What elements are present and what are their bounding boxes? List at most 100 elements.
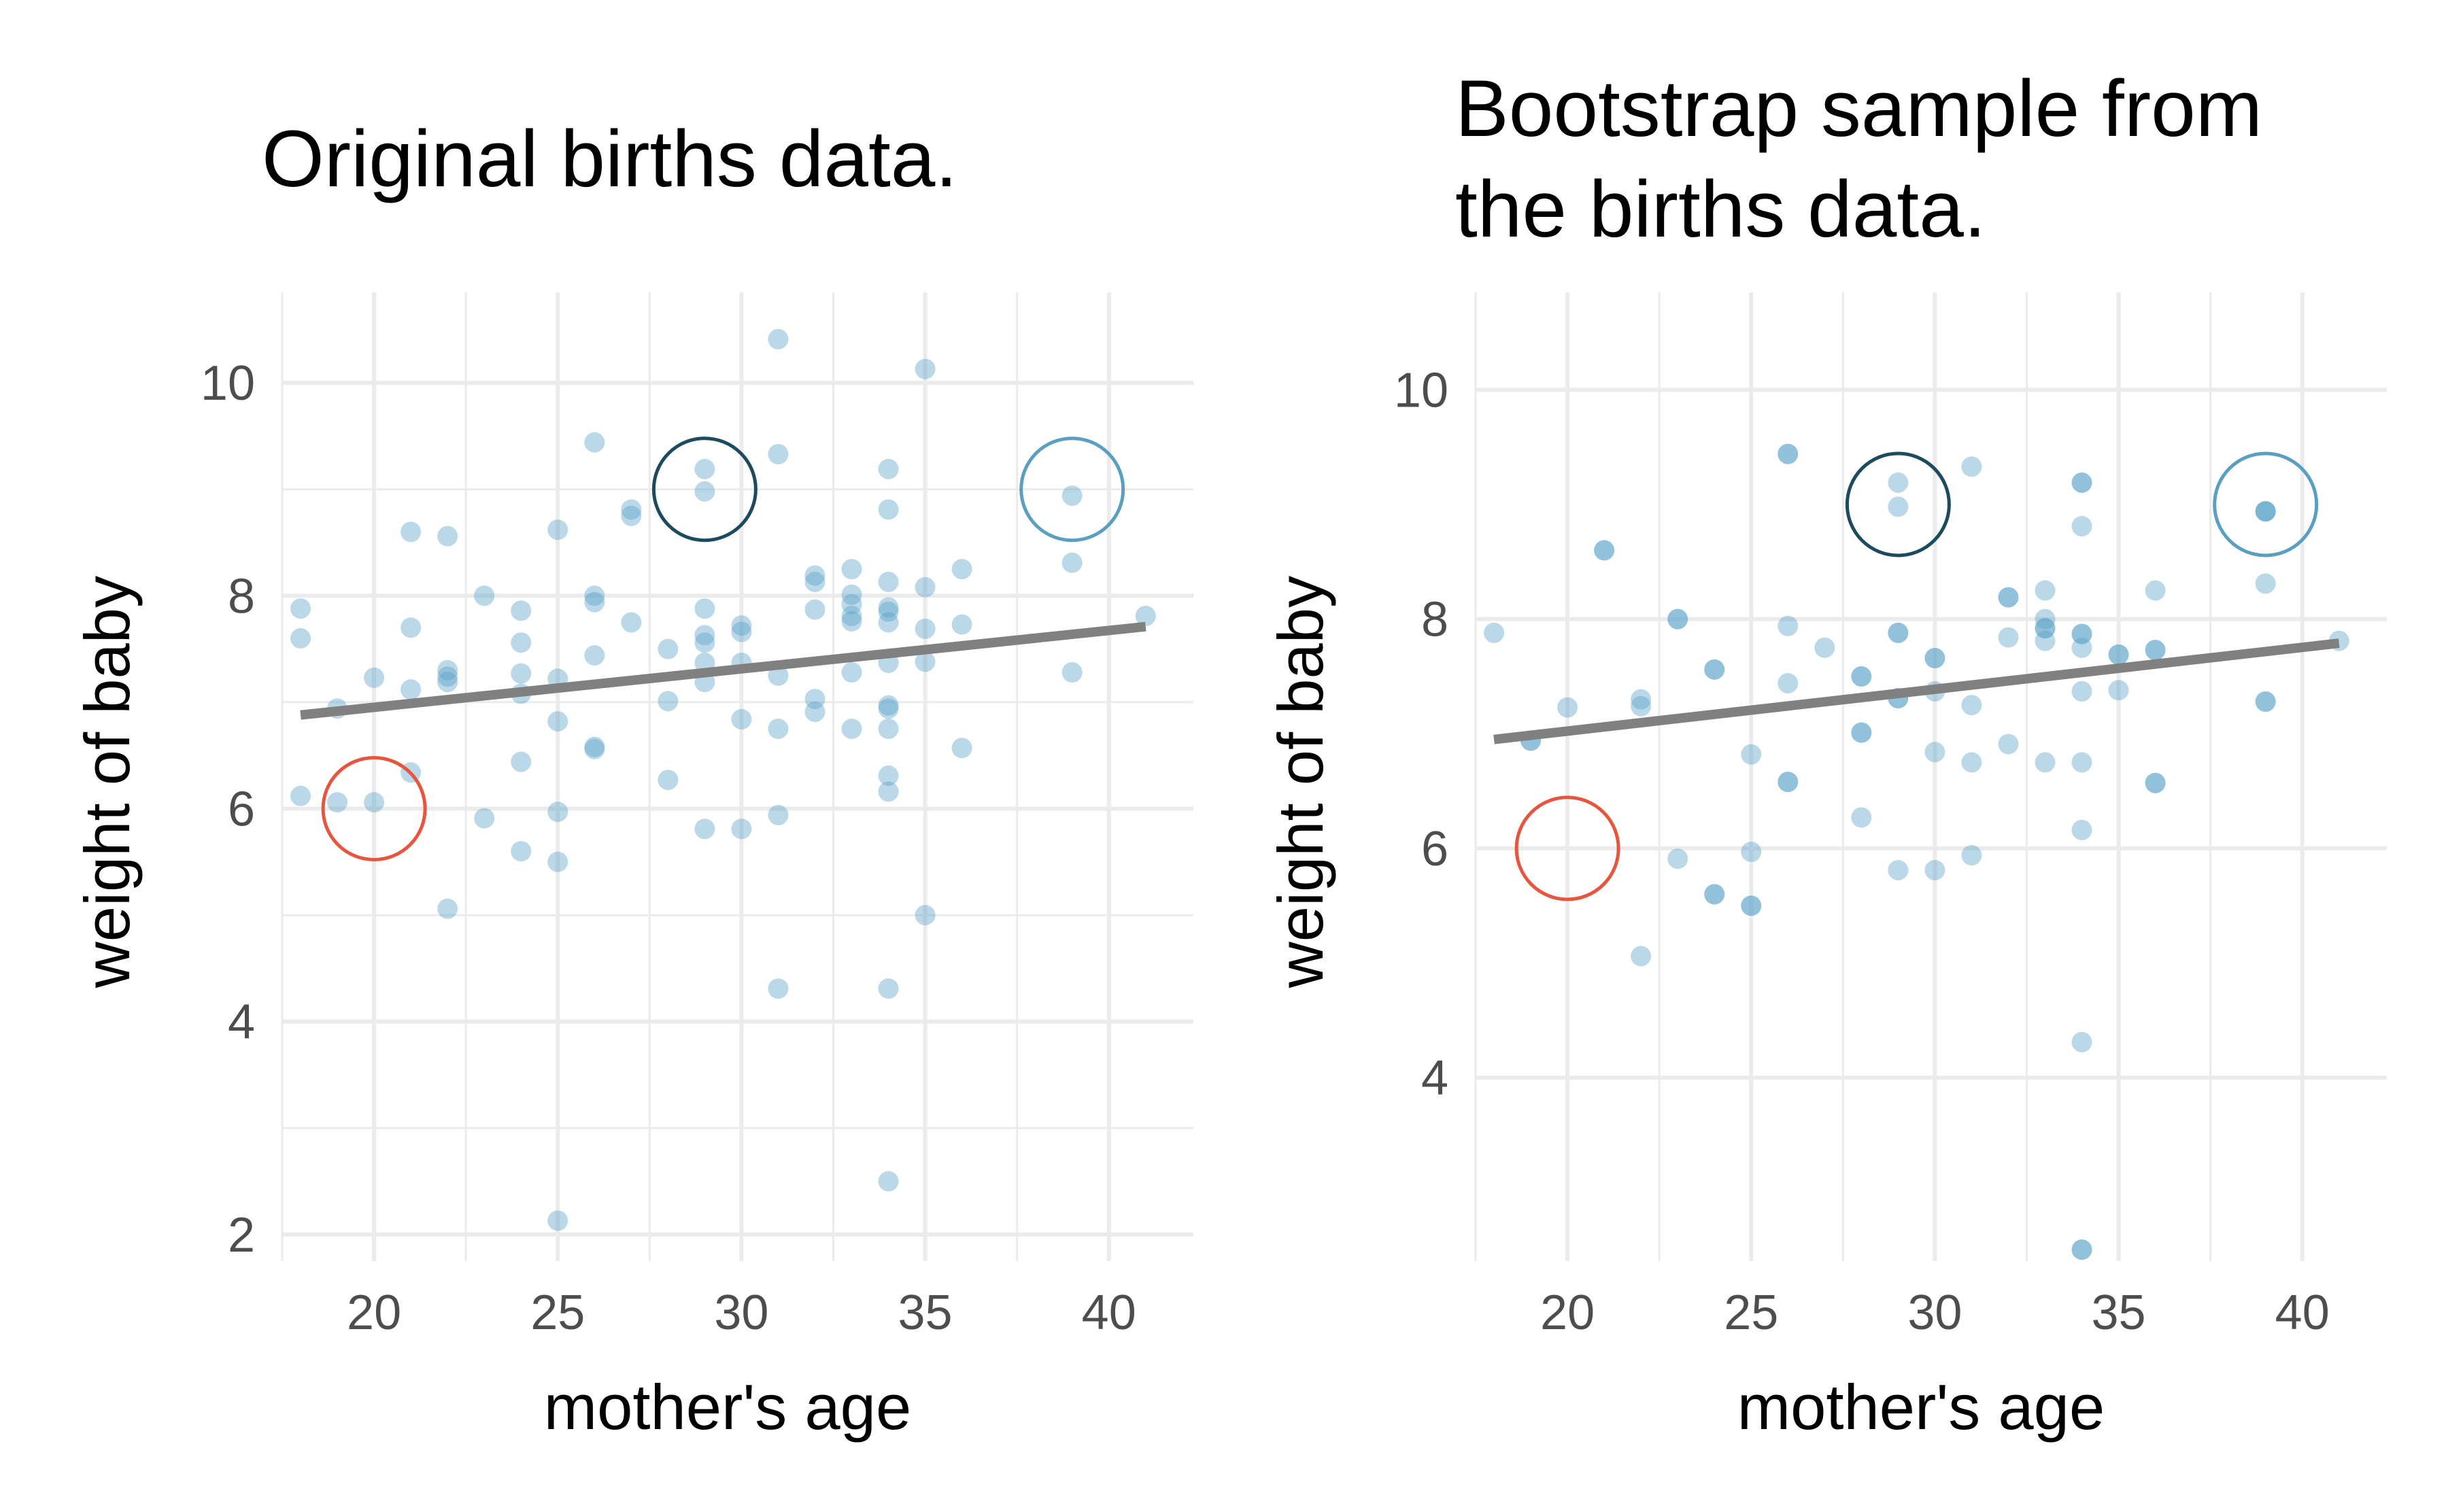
data-point — [731, 615, 752, 636]
data-point — [437, 898, 458, 919]
left-y-axis-label: weight of baby — [71, 576, 143, 989]
data-point — [658, 770, 679, 791]
right-x-axis-label: mother's age — [1737, 1371, 2105, 1443]
data-point — [2071, 1239, 2092, 1260]
data-point — [1061, 552, 1083, 573]
data-point — [401, 521, 422, 543]
data-point — [1667, 608, 1688, 630]
right-chart-title: Bootstrap sample from the births data. — [1455, 64, 2285, 254]
data-point — [290, 628, 311, 649]
data-point — [1924, 647, 1945, 668]
data-point — [401, 679, 422, 700]
data-point — [2071, 752, 2092, 773]
data-point — [2255, 691, 2276, 712]
data-point — [694, 598, 715, 619]
data-point — [951, 559, 972, 580]
data-point — [1851, 666, 1872, 687]
data-point — [841, 611, 862, 632]
data-point — [2071, 623, 2092, 645]
data-point — [915, 618, 936, 639]
data-point — [1741, 744, 1762, 765]
data-point — [547, 802, 568, 823]
data-point — [841, 662, 862, 683]
data-point — [1851, 666, 1872, 687]
data-point — [2145, 640, 2166, 661]
y-tick-label: 8 — [228, 569, 255, 623]
data-point — [1631, 695, 1652, 717]
data-point — [290, 785, 311, 806]
data-point — [2108, 644, 2129, 665]
left-points — [290, 328, 1156, 1231]
panel-bootstrap: Bootstrap sample from the births data. 2… — [1265, 64, 2387, 1443]
data-point — [878, 719, 899, 740]
highlight-circle — [1514, 795, 1620, 901]
data-point — [878, 781, 899, 802]
x-tick-label: 30 — [1907, 1286, 1962, 1340]
data-point — [2145, 772, 2166, 793]
data-point — [621, 612, 642, 633]
data-point — [364, 667, 385, 688]
data-point — [2035, 752, 2056, 773]
data-point — [547, 1210, 568, 1231]
y-tick-label: 10 — [1394, 363, 1448, 417]
data-point — [511, 841, 532, 862]
data-point — [1961, 845, 1982, 866]
data-point — [2255, 691, 2276, 712]
data-point — [878, 458, 899, 479]
data-point — [547, 519, 568, 540]
highlight-circle — [1019, 436, 1125, 543]
data-point — [878, 597, 899, 618]
data-point — [584, 645, 605, 666]
data-point — [511, 600, 532, 621]
data-point — [621, 499, 642, 520]
data-point — [2035, 608, 2056, 630]
data-point — [2255, 573, 2276, 594]
left-highlight-circles — [321, 436, 1125, 861]
data-point — [1998, 587, 2019, 608]
data-point — [1851, 722, 1872, 743]
data-point — [401, 617, 422, 638]
data-point — [1961, 456, 1982, 477]
data-point — [951, 614, 972, 635]
data-point — [2035, 618, 2056, 639]
data-point — [1061, 662, 1083, 683]
x-tick-label: 40 — [1082, 1286, 1136, 1340]
data-point — [878, 571, 899, 592]
left-y-tick-labels: 2 4 6 8 10 — [201, 356, 255, 1262]
data-point — [1924, 859, 1945, 880]
data-point — [658, 638, 679, 659]
y-tick-label: 4 — [228, 995, 255, 1050]
data-point — [2071, 1031, 2092, 1052]
data-point — [878, 499, 899, 520]
data-point — [694, 632, 715, 653]
data-point — [731, 819, 752, 840]
right-points — [1484, 443, 2349, 1260]
data-point — [2071, 681, 2092, 702]
data-point — [437, 666, 458, 687]
data-point — [1667, 608, 1688, 630]
data-point — [2108, 644, 2129, 665]
right-grid — [1474, 292, 2387, 1261]
highlight-circle — [321, 755, 427, 861]
data-point — [2145, 580, 2166, 601]
data-point — [1484, 622, 1505, 643]
data-point — [1888, 472, 1909, 493]
data-point — [804, 701, 826, 722]
data-point — [474, 808, 495, 829]
x-tick-label: 20 — [1540, 1286, 1595, 1340]
right-chart-title-line-1: Bootstrap sample from — [1455, 64, 2262, 154]
data-point — [951, 738, 972, 759]
data-point — [1961, 695, 1982, 716]
data-point — [878, 695, 899, 716]
data-point — [1851, 807, 1872, 828]
panel-original: Original births data. 20 25 30 35 40 246810 … — [71, 114, 1193, 1443]
data-point — [694, 625, 715, 646]
highlight-circle — [651, 436, 758, 543]
data-point — [1594, 540, 1615, 561]
x-tick-label: 25 — [530, 1286, 585, 1340]
data-point — [915, 358, 936, 379]
data-point — [1741, 895, 1762, 916]
data-point — [364, 792, 385, 813]
data-point — [1888, 859, 1909, 880]
left-chart-title: Original births data. — [262, 114, 957, 204]
